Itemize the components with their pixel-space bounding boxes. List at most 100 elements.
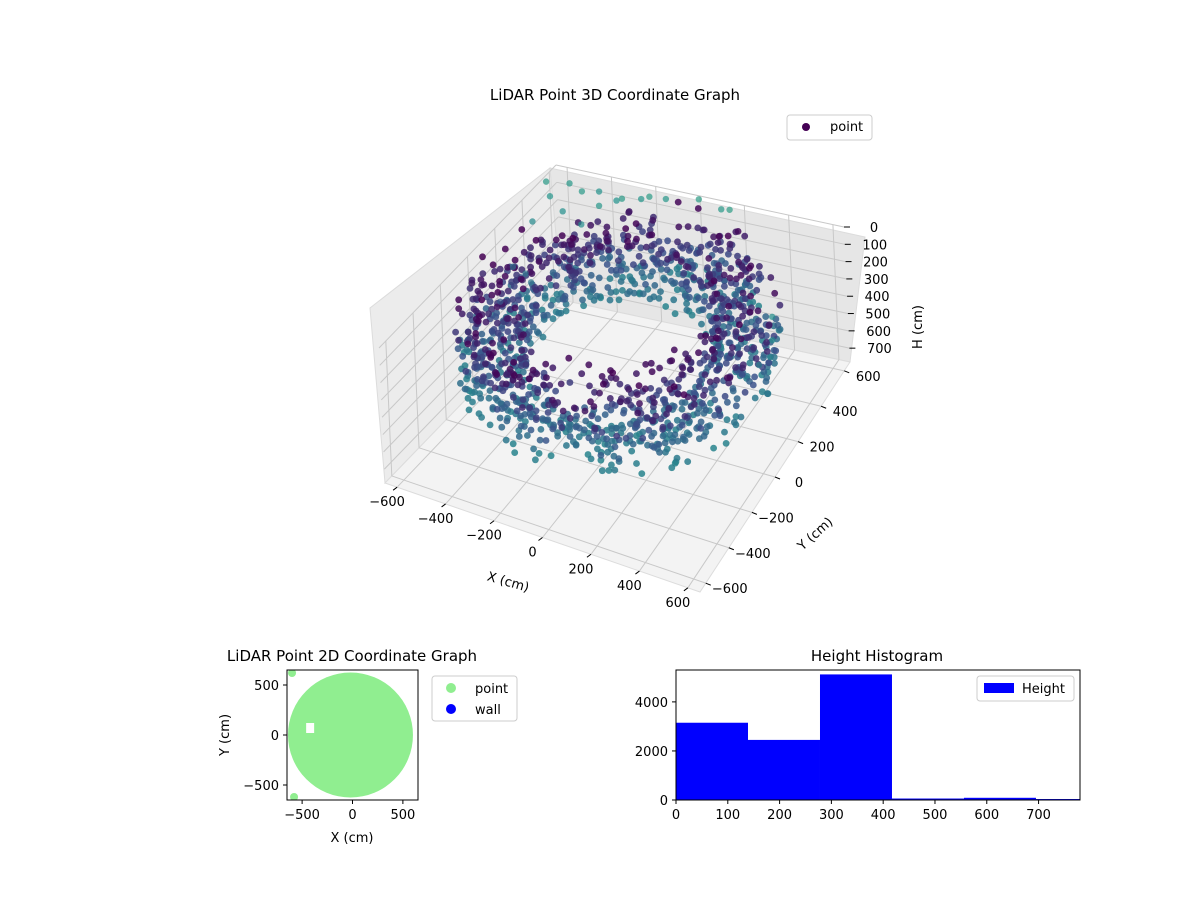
data-point <box>751 373 758 381</box>
data-point <box>657 265 665 273</box>
data-point <box>771 360 778 367</box>
data-point <box>717 247 724 254</box>
data-point <box>683 278 690 286</box>
data-point <box>580 279 588 286</box>
data-point <box>755 317 762 324</box>
data-point <box>636 400 643 407</box>
data-point <box>611 443 619 451</box>
data-point <box>741 295 749 303</box>
data-point <box>617 267 625 274</box>
data-point <box>552 387 559 395</box>
data-point <box>594 415 602 423</box>
data-point <box>504 287 512 295</box>
data-point <box>464 394 472 402</box>
outlier-point <box>595 202 603 210</box>
data-point <box>537 426 545 433</box>
data-point <box>290 793 299 800</box>
data-point <box>655 295 663 302</box>
data-point <box>639 228 646 236</box>
z-tick-label: 400 <box>865 290 890 305</box>
legend-label-point: point <box>475 682 508 697</box>
data-point <box>712 246 719 253</box>
x-tick-label: 0 <box>348 808 356 823</box>
data-point <box>700 226 708 234</box>
data-point <box>663 410 670 418</box>
outlier-point <box>768 313 776 320</box>
data-point <box>717 295 725 302</box>
data-point <box>651 282 659 289</box>
legend-label-height: Height <box>1022 682 1065 697</box>
data-point <box>606 395 614 402</box>
data-point <box>760 354 767 362</box>
data-point <box>464 340 472 348</box>
data-point <box>525 375 533 383</box>
data-point <box>581 407 589 415</box>
data-point <box>611 466 619 474</box>
data-point <box>701 371 709 378</box>
data-point <box>573 412 580 420</box>
data-point <box>585 361 593 369</box>
data-point <box>572 441 580 449</box>
data-point <box>659 432 667 440</box>
data-point <box>583 287 591 295</box>
data-point <box>737 335 745 343</box>
data-point <box>696 249 703 256</box>
data-point <box>633 370 640 377</box>
data-point <box>633 432 640 439</box>
data-point <box>543 374 550 381</box>
outlier-point <box>613 197 620 204</box>
data-point <box>657 288 664 295</box>
data-point <box>622 434 630 442</box>
data-point <box>535 450 543 457</box>
outlier-point <box>542 178 550 185</box>
data-point <box>586 259 594 267</box>
x-tick <box>586 553 592 558</box>
data-point <box>698 400 706 407</box>
data-point <box>558 424 566 431</box>
outlier-point <box>769 336 776 344</box>
data-point <box>678 399 686 406</box>
outlier-point <box>578 188 586 195</box>
outlier-point <box>559 208 566 215</box>
data-point <box>643 243 650 251</box>
data-point <box>633 391 641 398</box>
chart-3d-ylabel: Y (cm) <box>794 515 836 555</box>
data-point <box>668 464 676 472</box>
data-point <box>696 377 703 385</box>
data-point <box>482 360 489 368</box>
data-point <box>746 264 753 272</box>
data-point <box>606 296 614 304</box>
data-point <box>566 414 574 422</box>
data-point <box>485 394 493 402</box>
data-point <box>519 285 527 293</box>
data-point <box>710 444 717 452</box>
data-point <box>696 359 704 367</box>
data-point <box>612 288 620 295</box>
data-point <box>466 285 474 292</box>
legend-swatch-height <box>984 683 1014 693</box>
data-point <box>583 231 591 238</box>
data-point <box>498 423 506 431</box>
data-point <box>694 224 702 232</box>
data-point <box>455 296 463 304</box>
data-point <box>737 271 745 279</box>
data-point <box>707 361 715 369</box>
data-point <box>605 467 613 474</box>
data-point <box>565 354 573 362</box>
data-point <box>501 349 509 357</box>
histogram-frame <box>675 669 1081 801</box>
outlier-point <box>718 206 725 213</box>
data-point <box>639 434 647 442</box>
data-point <box>603 403 611 411</box>
data-point <box>465 406 473 414</box>
data-point <box>587 398 594 406</box>
data-point <box>678 421 686 429</box>
data-point <box>710 277 718 285</box>
data-point <box>665 404 673 412</box>
data-point <box>690 274 698 281</box>
data-point <box>503 417 511 425</box>
data-point <box>670 346 678 354</box>
data-point <box>674 437 682 445</box>
outlier-point <box>546 193 554 200</box>
data-point <box>493 303 501 311</box>
